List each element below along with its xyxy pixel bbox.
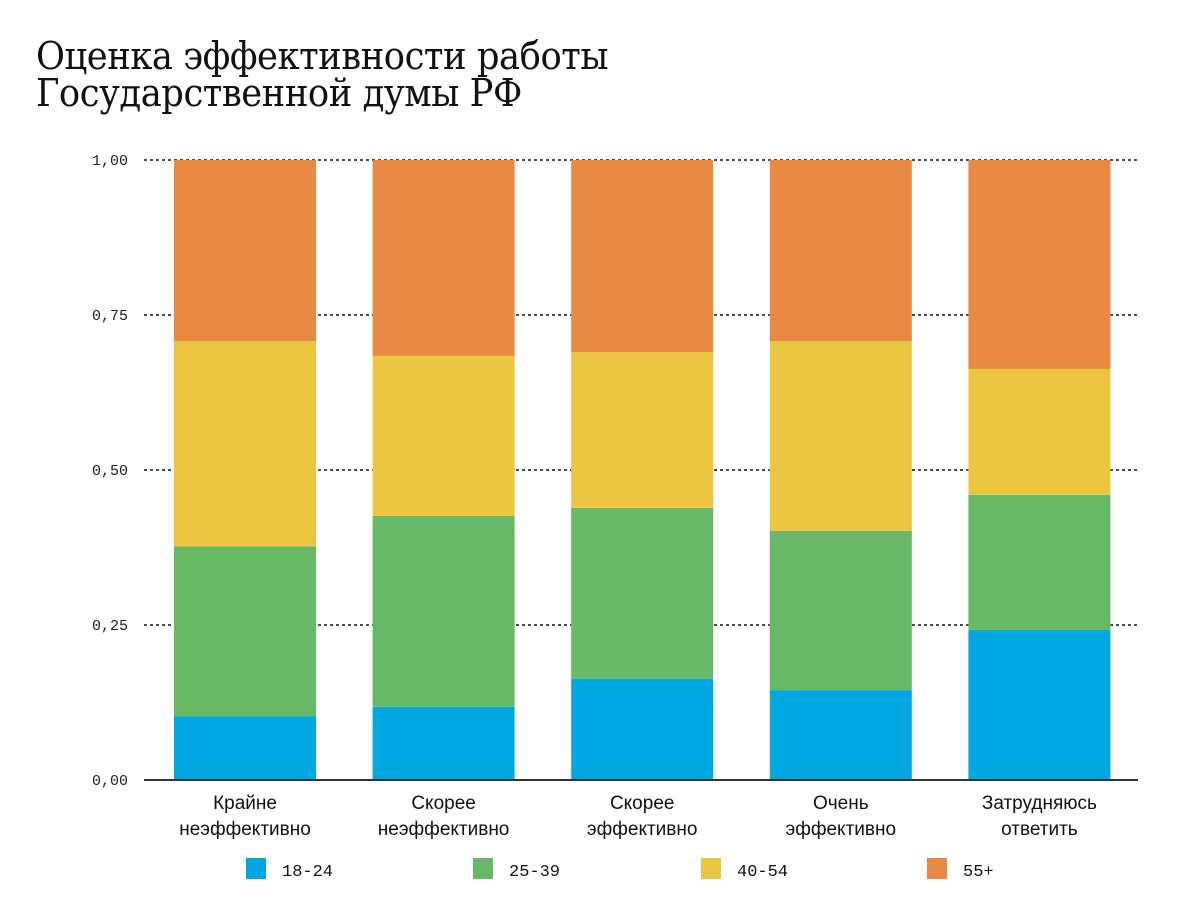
legend-item: 40-54 [701,858,788,882]
x-tick-label: Очень эффективно [786,793,897,840]
bar-segment-25-39 [174,546,316,717]
x-tick-label: Скорее эффективно [587,793,698,840]
bar-segment-18-24 [968,629,1111,780]
bar-segment-25-39 [769,530,912,691]
bar-stack [372,160,515,780]
legend-item: 55+ [927,858,994,882]
bar-stack [174,160,316,780]
bar-segment-40-54 [174,341,316,547]
y-tick-label: 0,25 [92,618,128,635]
bar-segment-55+ [968,160,1111,369]
y-tick-label: 0,50 [92,463,128,480]
y-tick-label: 0,00 [92,773,128,790]
x-axis-labels: Крайне неэффективно Скорее неэффективно Скор… [179,793,1097,840]
chart-title: Оценка эффективности работы Государствен… [36,34,609,115]
bar-segment-55+ [372,160,515,356]
bar-segment-40-54 [372,355,515,516]
bar-segment-18-24 [174,716,316,780]
y-tick-label: 1,00 [92,153,128,170]
bar-segment-18-24 [769,690,912,780]
bar-segment-55+ [769,160,912,342]
bar-segment-18-24 [372,706,515,780]
bar-stack [769,160,912,780]
legend-item: 25-39 [473,858,560,882]
legend-swatch [473,858,493,879]
y-axis-ticks: 0,00 0,25 0,50 0,75 1,00 [92,153,128,790]
chart-title-line-1: Оценка эффективности работы [36,34,609,78]
bar-segment-55+ [571,160,714,353]
bar-segment-40-54 [968,368,1111,495]
legend-label: 18-24 [282,863,333,882]
bar-segment-25-39 [571,507,714,679]
legend: 18-24 25-39 40-54 55+ [246,858,994,882]
legend-label: 55+ [963,863,994,882]
bar-segment-40-54 [571,352,714,508]
legend-label: 40-54 [737,863,788,882]
chart-title-line-2: Государственной думы РФ [36,71,522,115]
x-tick-label: Крайне неэффективно [179,793,311,840]
bar-stack [571,160,714,780]
legend-label: 25-39 [509,863,560,882]
legend-swatch [246,858,266,879]
bar-stack [968,160,1111,780]
legend-swatch [701,858,721,879]
bar-segment-25-39 [968,494,1111,630]
bar-segment-55+ [174,160,316,342]
x-tick-label: Затрудняюсь ответить [982,793,1097,840]
bar-segment-25-39 [372,515,515,707]
legend-item: 18-24 [246,858,333,882]
bar-segment-40-54 [769,341,912,531]
bars [174,160,1111,780]
y-tick-label: 0,75 [92,308,128,325]
bar-segment-18-24 [571,678,714,780]
x-tick-label: Скорее неэффективно [378,793,510,840]
legend-swatch [927,858,947,879]
